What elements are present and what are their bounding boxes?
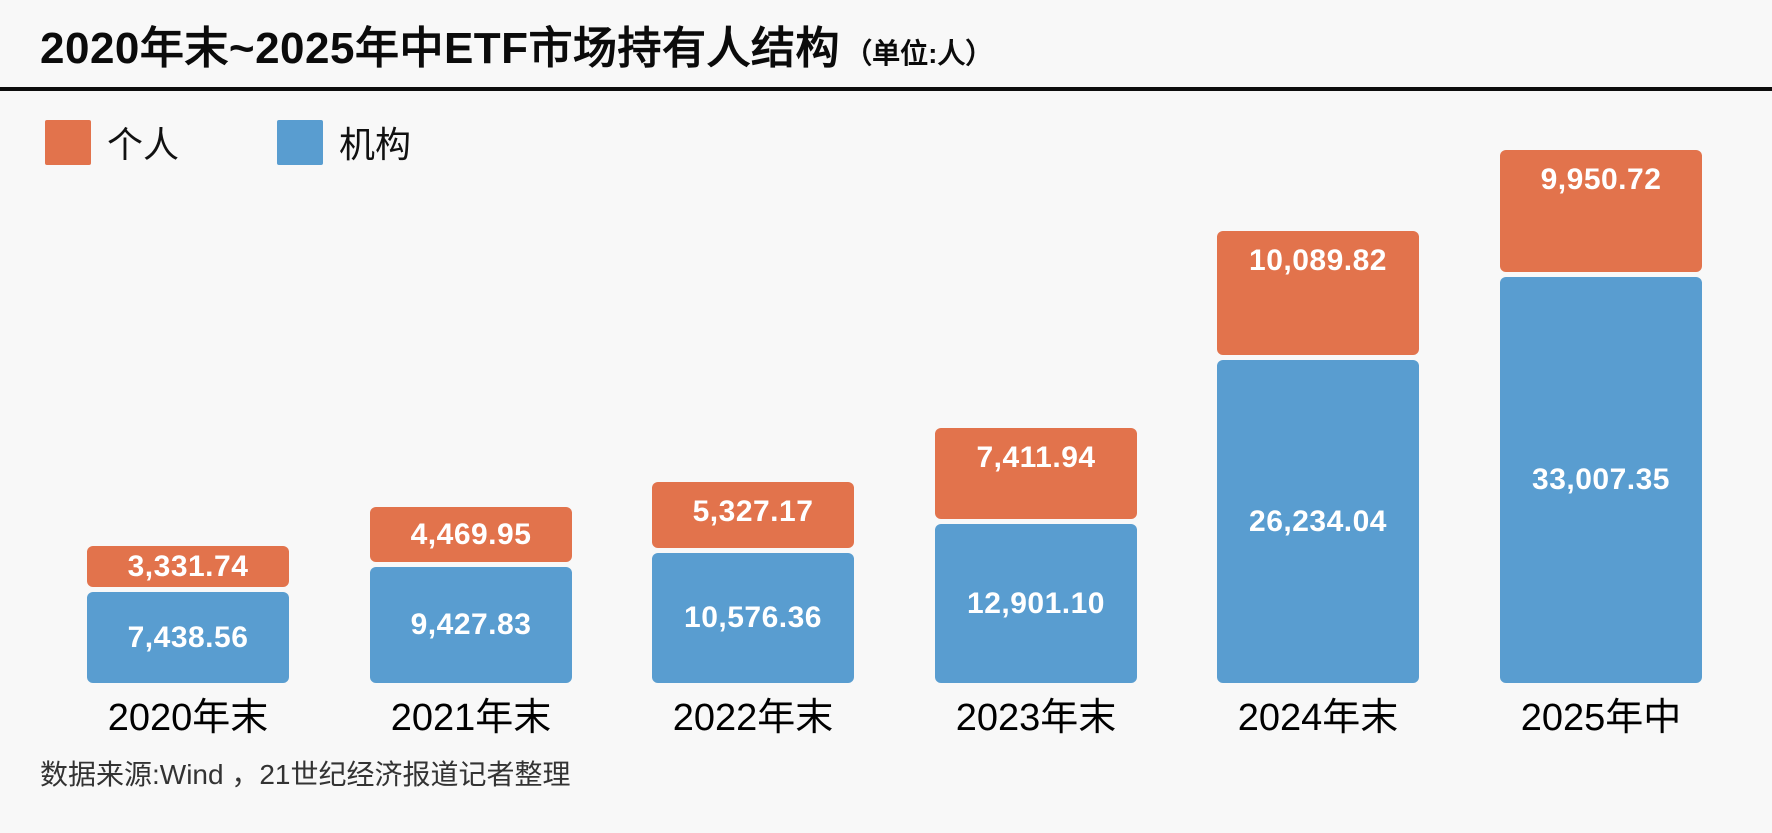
value-label-personal: 4,469.95 (410, 517, 532, 551)
chart-title: 2020年末~2025年中ETF市场持有人结构 (40, 24, 841, 73)
legend-item-personal[interactable]: 个人 (45, 116, 179, 168)
bar-segment-personal[interactable]: 7,411.94 (935, 428, 1137, 519)
bar-segment-institution[interactable]: 10,576.36 (652, 553, 854, 683)
x-axis-label: 2021年末 (390, 697, 552, 739)
title-divider (0, 87, 1772, 91)
bar-group: 3,331.74 7,438.56 2020年末 (87, 0, 289, 740)
bar-segment-personal[interactable]: 9,950.72 (1500, 150, 1702, 272)
x-axis-label: 2024年末 (1237, 697, 1399, 739)
value-label-personal: 9,950.72 (1540, 163, 1662, 196)
x-axis-label: 2020年末 (107, 697, 269, 739)
legend: 个人 机构 (45, 116, 411, 168)
bar-group: 5,327.17 10,576.36 2022年末 (652, 0, 854, 740)
value-label-personal: 7,411.94 (976, 441, 1096, 474)
x-axis-label: 2022年末 (672, 697, 834, 739)
chart-title-unit: （单位:人） (844, 38, 994, 69)
value-label-personal: 5,327.17 (692, 495, 814, 528)
x-axis-label: 2025年中 (1520, 697, 1682, 739)
legend-item-institution[interactable]: 机构 (277, 116, 411, 168)
bar-segment-institution[interactable]: 7,438.56 (87, 592, 289, 683)
value-label-institution: 10,576.36 (684, 601, 822, 634)
value-label-personal: 10,089.82 (1249, 244, 1387, 277)
bar-segment-personal[interactable]: 4,469.95 (370, 507, 572, 562)
bar-group: 7,411.94 12,901.10 2023年末 (935, 0, 1137, 740)
bar-segment-institution[interactable]: 12,901.10 (935, 524, 1137, 683)
bar-group: 4,469.95 9,427.83 2021年末 (370, 0, 572, 740)
value-label-institution: 7,438.56 (127, 620, 249, 654)
legend-label-personal: 个人 (107, 124, 180, 165)
legend-label-institution: 机构 (339, 124, 412, 165)
value-label-personal: 3,331.74 (127, 549, 249, 583)
personal-color-swatch (45, 119, 91, 165)
bar-segment-institution[interactable]: 9,427.83 (370, 567, 572, 683)
bar-group: 9,950.72 33,007.35 2025年中 (1500, 0, 1702, 740)
bar-group: 10,089.82 26,234.04 2024年末 (1217, 0, 1419, 740)
bar-segment-personal[interactable]: 3,331.74 (87, 546, 289, 587)
x-axis-label: 2023年末 (955, 697, 1117, 739)
bar-segment-personal[interactable]: 5,327.17 (652, 482, 854, 548)
chart-header: 2020年末~2025年中ETF市场持有人结构 （单位:人） (40, 12, 993, 76)
bar-segment-personal[interactable]: 10,089.82 (1217, 231, 1419, 355)
value-label-institution: 12,901.10 (967, 586, 1105, 620)
bar-segment-institution[interactable]: 33,007.35 (1500, 277, 1702, 683)
value-label-institution: 9,427.83 (410, 608, 532, 641)
value-label-institution: 33,007.35 (1532, 463, 1670, 496)
bar-segment-institution[interactable]: 26,234.04 (1217, 360, 1419, 683)
value-label-institution: 26,234.04 (1249, 504, 1387, 538)
source-note: 数据来源:Wind ，21世纪经济报道记者整理 (40, 759, 571, 790)
institution-color-swatch (277, 119, 324, 165)
